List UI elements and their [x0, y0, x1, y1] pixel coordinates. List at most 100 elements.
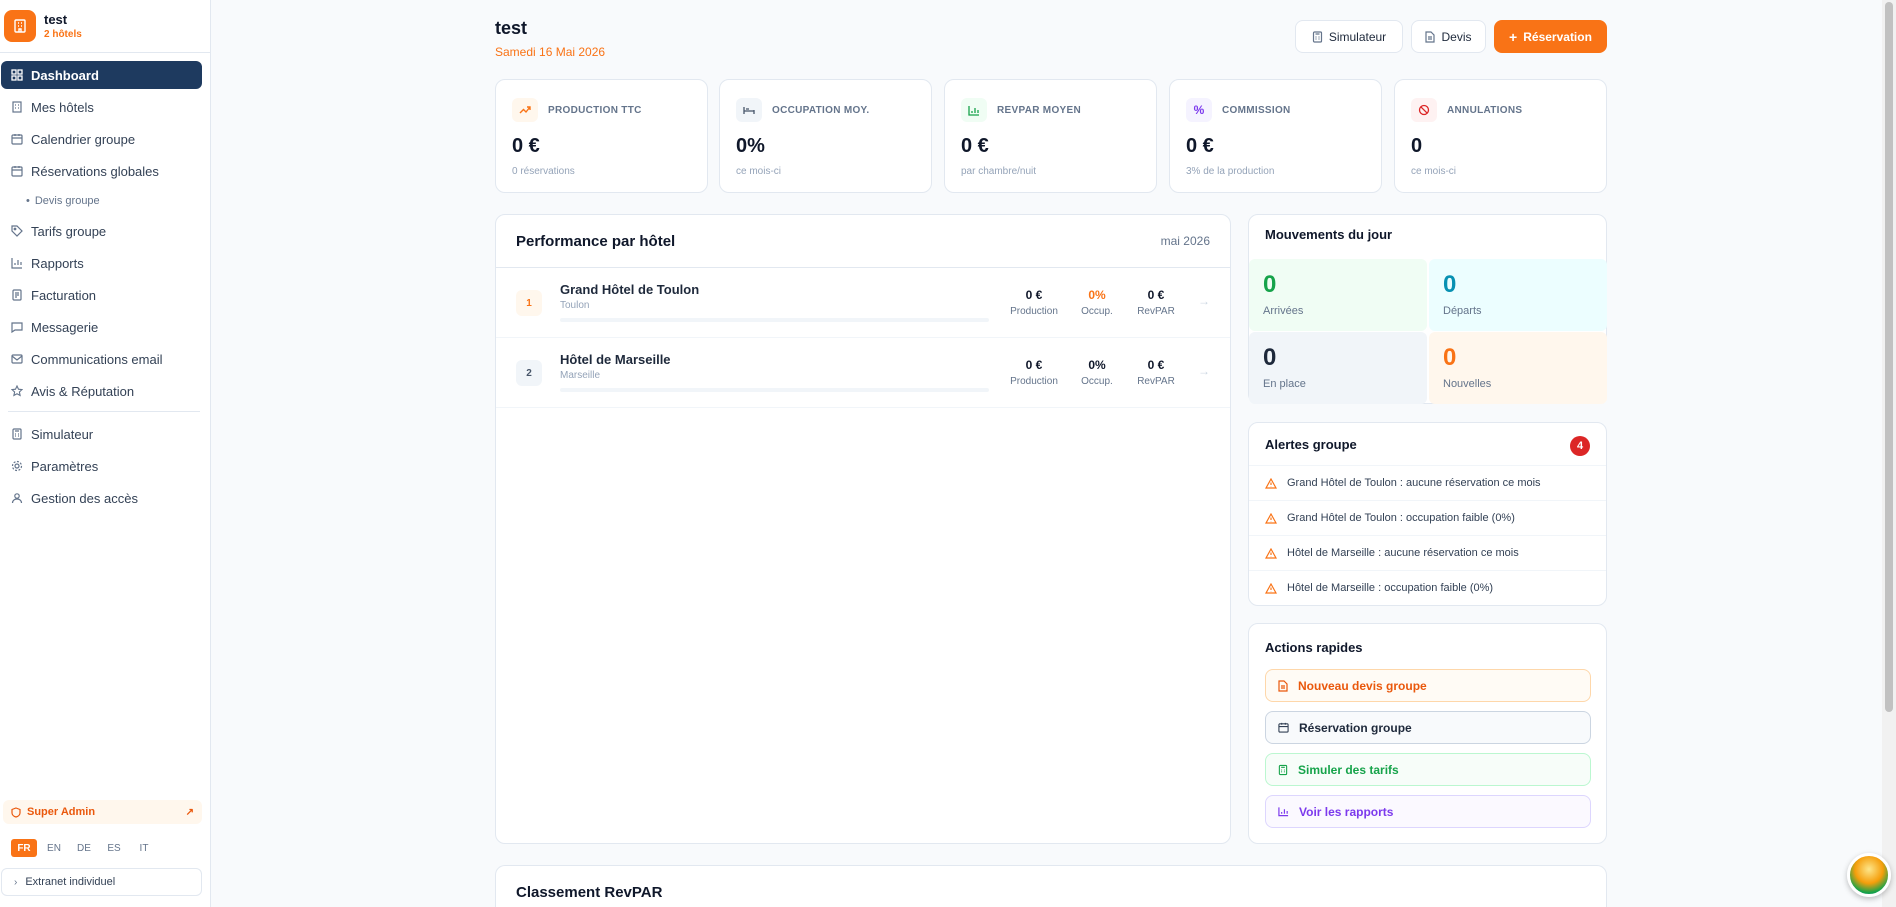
hotel-row[interactable]: 2 Hôtel de Marseille Marseille 0 € Produ…: [496, 338, 1230, 408]
kpi-sub: 3% de la production: [1186, 166, 1275, 177]
document-icon: [1278, 679, 1288, 692]
sidebar-item-label: Gestion des accès: [31, 490, 138, 506]
reservation-button[interactable]: + Réservation: [1494, 20, 1607, 53]
arrow-right-icon[interactable]: →: [1198, 364, 1210, 378]
building-icon: [11, 101, 23, 113]
bar-chart-icon: [11, 257, 23, 269]
trending-up-icon: [512, 98, 538, 122]
hotel-revpar: 0 € RevPAR: [1133, 358, 1179, 387]
calculator-icon: [1312, 30, 1323, 43]
movement-label: Nouvelles: [1443, 378, 1492, 390]
sidebar-item-settings[interactable]: Paramètres: [1, 452, 202, 480]
movements-panel: Mouvements du jour 0 Arrivées 0 Départs …: [1248, 214, 1607, 404]
sidebar-item-label: Rapports: [31, 255, 84, 271]
sidebar-item-label: Tarifs groupe: [31, 223, 107, 239]
sidebar-nav: Dashboard Mes hôtels Calendrier groupe R…: [0, 53, 210, 512]
sidebar-item-label: Paramètres: [31, 458, 99, 474]
hotel-row[interactable]: 1 Grand Hôtel de Toulon Toulon 0 € Produ…: [496, 268, 1230, 338]
kpi-sub: ce mois-ci: [1411, 166, 1457, 177]
sidebar-item-group-rates[interactable]: Tarifs groupe: [1, 217, 202, 245]
hotel-progress-bar: [560, 388, 989, 392]
extranet-label: Extranet individuel: [25, 876, 116, 888]
super-admin-label: Super Admin: [27, 806, 96, 818]
alert-text: Grand Hôtel de Toulon : aucune réservati…: [1287, 477, 1541, 489]
sidebar-item-label: Communications email: [31, 351, 163, 367]
page-date: Samedi 16 Mai 2026: [495, 45, 606, 59]
alert-item[interactable]: Grand Hôtel de Toulon : occupation faibl…: [1249, 500, 1606, 535]
sidebar-item-label: Mes hôtels: [31, 99, 94, 115]
alert-item[interactable]: Hôtel de Marseille : aucune réservation …: [1249, 535, 1606, 570]
simulator-button[interactable]: Simulateur: [1295, 20, 1403, 53]
new-group-quote-button[interactable]: Nouveau devis groupe: [1265, 669, 1591, 702]
bar-chart-icon: [961, 98, 987, 122]
performance-month: mai 2026: [1160, 234, 1210, 248]
brand-subtitle: 2 hôtels: [44, 29, 82, 40]
quote-button[interactable]: Devis: [1411, 20, 1486, 53]
sidebar-item-reports[interactable]: Rapports: [1, 249, 202, 277]
kpi-value: 0 €: [1186, 135, 1214, 157]
lang-fr[interactable]: FR: [11, 839, 37, 857]
hotel-revpar-value: 0 €: [1147, 358, 1165, 372]
hotel-revpar-value: 0 €: [1147, 288, 1165, 302]
sidebar-item-billing[interactable]: Facturation: [1, 281, 202, 309]
sidebar-item-access[interactable]: Gestion des accès: [1, 484, 202, 512]
lang-en[interactable]: EN: [47, 842, 61, 854]
sidebar-item-messaging[interactable]: Messagerie: [1, 313, 202, 341]
view-reports-button[interactable]: Voir les rapports: [1265, 795, 1591, 828]
extranet-button[interactable]: › Extranet individuel: [1, 868, 202, 896]
quote-button-label: Devis: [1441, 29, 1472, 44]
sidebar: test 2 hôtels Dashboard Mes hôtels Calen…: [0, 0, 211, 907]
sidebar-item-label: Avis & Réputation: [31, 383, 135, 399]
sidebar-item-global-reservations[interactable]: Réservations globales: [1, 157, 202, 185]
sidebar-item-simulator[interactable]: Simulateur: [1, 420, 202, 448]
calculator-icon: [1278, 764, 1288, 776]
warning-icon: [1265, 582, 1277, 594]
hotel-rank: 2: [516, 360, 542, 386]
ban-icon: [1411, 98, 1437, 122]
sidebar-item-group-quotes[interactable]: • Devis groupe: [0, 189, 210, 213]
warning-icon: [1265, 512, 1277, 524]
scrollbar-thumb[interactable]: [1885, 2, 1893, 712]
hotel-production-value: 0 €: [1025, 288, 1043, 302]
sidebar-item-label: Calendrier groupe: [31, 131, 136, 147]
lang-es[interactable]: ES: [107, 842, 121, 854]
hotel-revpar-label: RevPAR: [1137, 306, 1175, 317]
group-reservation-button[interactable]: Réservation groupe: [1265, 711, 1591, 744]
sidebar-item-hotels[interactable]: Mes hôtels: [1, 93, 202, 121]
hotel-production: 0 € Production: [1006, 358, 1062, 387]
movement-value: 0: [1443, 271, 1457, 298]
movement-label: Arrivées: [1263, 305, 1304, 317]
kpi-label: OCCUPATION MOY.: [772, 105, 870, 116]
sidebar-item-email[interactable]: Communications email: [1, 345, 202, 373]
kpi-commission: % COMMISSION 0 € 3% de la production: [1169, 79, 1382, 193]
alert-item[interactable]: Grand Hôtel de Toulon : aucune réservati…: [1249, 465, 1606, 500]
hotel-occupancy-value: 0%: [1088, 358, 1106, 372]
dot-icon: •: [26, 195, 30, 207]
building-icon: [4, 10, 36, 42]
sidebar-item-label: Réservations globales: [31, 163, 159, 179]
assistant-avatar-button[interactable]: [1847, 853, 1891, 897]
receipt-icon: [11, 289, 23, 301]
sidebar-item-label: Messagerie: [31, 319, 99, 335]
sidebar-item-dashboard[interactable]: Dashboard: [1, 61, 202, 89]
simulate-rates-button[interactable]: Simuler des tarifs: [1265, 753, 1591, 786]
hotel-city: Marseille: [560, 370, 601, 381]
hotel-name: Grand Hôtel de Toulon: [560, 282, 700, 297]
alert-item[interactable]: Hôtel de Marseille : occupation faible (…: [1249, 570, 1606, 605]
shield-icon: [11, 806, 21, 818]
sidebar-item-reviews[interactable]: Avis & Réputation: [1, 377, 202, 405]
grid-icon: [11, 69, 23, 81]
lang-de[interactable]: DE: [77, 842, 91, 854]
brand-header[interactable]: test 2 hôtels: [0, 0, 210, 53]
quick-actions-title: Actions rapides: [1265, 640, 1363, 655]
page-scrollbar[interactable]: [1882, 0, 1896, 907]
super-admin-link[interactable]: Super Admin ↗: [3, 800, 202, 824]
kpi-value: 0: [1411, 135, 1423, 157]
kpi-revpar: REVPAR MOYEN 0 € par chambre/nuit: [944, 79, 1157, 193]
warning-icon: [1265, 477, 1277, 489]
arrow-right-icon[interactable]: →: [1198, 294, 1210, 308]
lang-it[interactable]: IT: [139, 842, 149, 854]
reservation-button-label: Réservation: [1523, 29, 1592, 44]
sidebar-item-group-calendar[interactable]: Calendrier groupe: [1, 125, 202, 153]
movement-value: 0: [1443, 344, 1457, 371]
